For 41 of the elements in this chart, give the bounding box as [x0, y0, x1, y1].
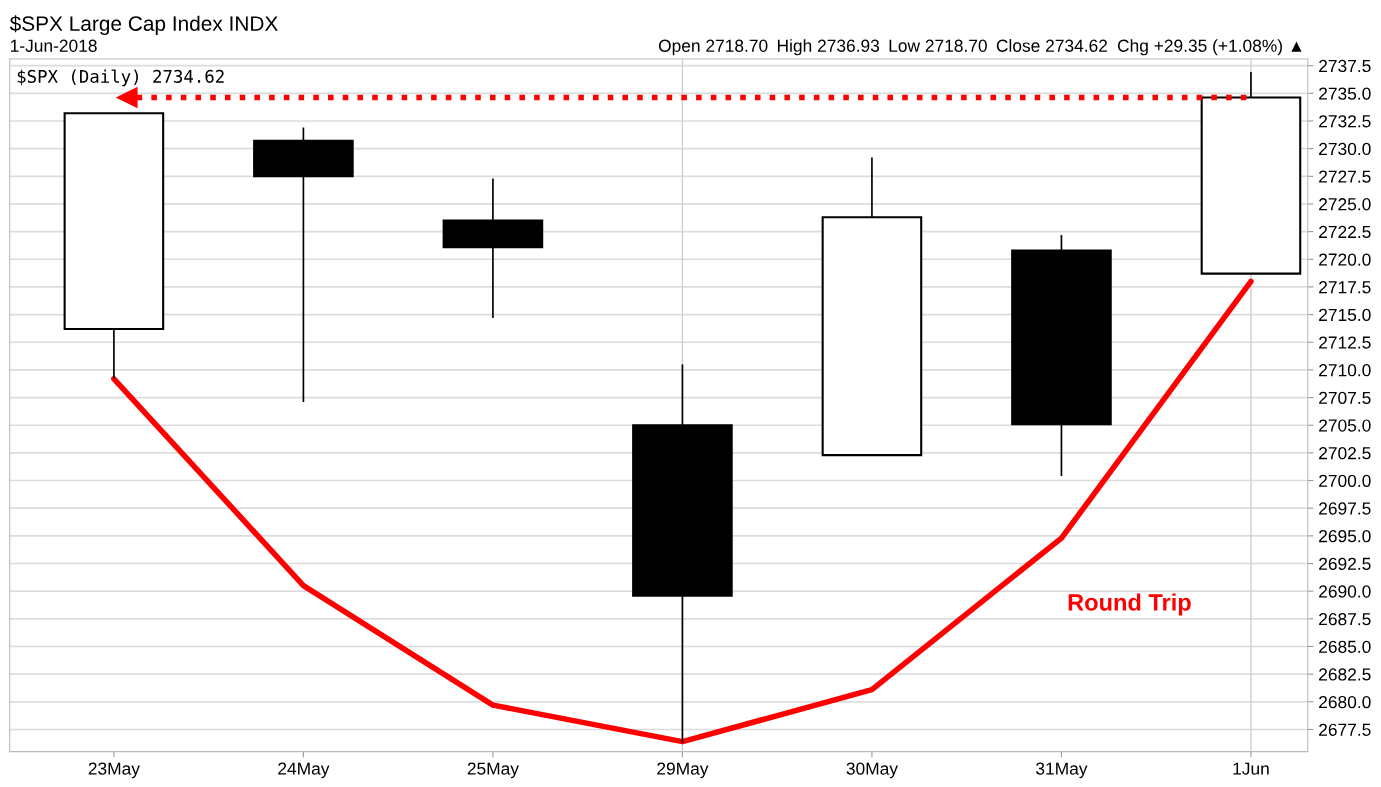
y-tick-label: 2697.5	[1319, 502, 1371, 515]
y-tick-label: 2717.5	[1319, 281, 1371, 294]
chart-title: $SPX Large Cap Index INDX	[9, 15, 278, 36]
text: Round Trip	[1068, 593, 1191, 616]
y-tick-label: 2725.0	[1319, 198, 1371, 211]
x-tick-label: 24May	[278, 762, 330, 779]
x-tick-label: 31May	[1036, 762, 1088, 779]
y-tick-label: 2682.5	[1319, 668, 1371, 681]
x-tick-label: 25May	[467, 762, 519, 779]
y-tick-label: 2710.0	[1319, 364, 1371, 377]
y-tick-label: 2732.5	[1319, 115, 1371, 128]
y-tick-label: 2685.0	[1319, 640, 1371, 653]
y-tick-label: 2677.5	[1319, 723, 1371, 736]
text: Low 2718.70	[889, 39, 987, 52]
y-tick-label: 2737.5	[1319, 59, 1371, 73]
text: Chg +29.35 (+1.08%) ▲	[1117, 39, 1302, 56]
y-tick-label: 2692.5	[1319, 557, 1371, 570]
x-tick-label: 1Jun	[1233, 762, 1269, 775]
y-tick-label: 2695.0	[1319, 530, 1371, 543]
x-tick-label: 30May	[846, 762, 898, 779]
y-tick-label: 2722.5	[1319, 225, 1371, 239]
y-tick-label: 2700.0	[1319, 474, 1371, 487]
y-tick-label: 2707.5	[1319, 391, 1371, 405]
y-tick-label: 2735.0	[1319, 87, 1371, 100]
y-tick-label: 2702.5	[1319, 447, 1371, 460]
y-tick-label: 2715.0	[1319, 308, 1371, 322]
y-tick-label: 2727.5	[1319, 170, 1371, 183]
y-tick-label: 2712.5	[1319, 336, 1371, 349]
y-tick-label: 2705.0	[1319, 419, 1371, 432]
annotation: $SPX (Daily) 2734.62	[17, 69, 224, 87]
y-tick-label: 2720.0	[1319, 253, 1371, 266]
x-tick-label: 29May	[657, 762, 709, 779]
y-tick-label: 2730.0	[1319, 142, 1371, 156]
x-tick-label: 23May	[88, 762, 140, 779]
text: Open 2718.70	[658, 39, 768, 56]
y-tick-label: 2687.5	[1319, 612, 1371, 626]
text: Close 2734.62	[996, 39, 1108, 52]
text: High 2736.93	[777, 39, 880, 56]
chart-subtitle: 1-Jun-2018	[10, 39, 97, 52]
y-tick-label: 2690.0	[1319, 585, 1371, 598]
y-tick-label: 2680.0	[1319, 695, 1371, 709]
